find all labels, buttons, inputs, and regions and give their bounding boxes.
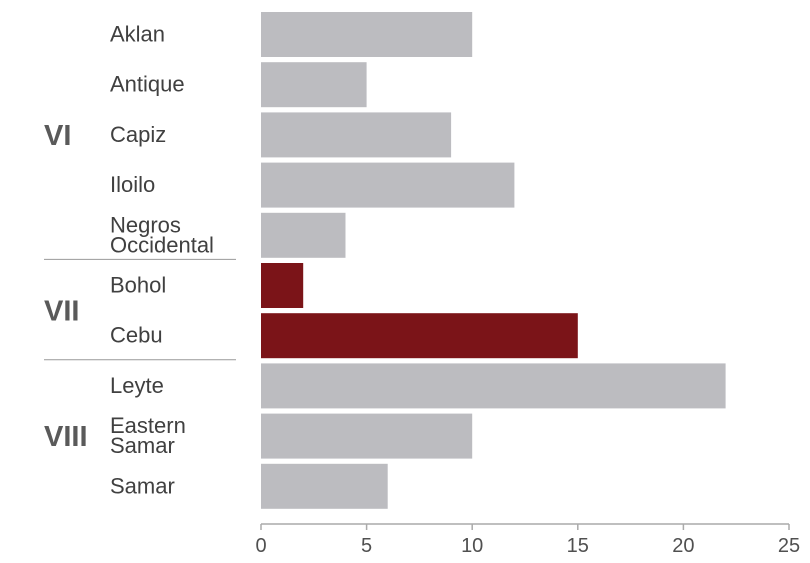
- region-label-viii: VIII: [44, 421, 88, 453]
- bar-iloilo: [261, 162, 515, 208]
- bar-leyte: [261, 363, 726, 409]
- category-label-line: Capiz: [110, 122, 166, 147]
- category-label-line: Cebu: [110, 323, 163, 348]
- bar-negros-occidental: [261, 212, 346, 258]
- bar-capiz: [261, 112, 452, 158]
- category-label-capiz: Capiz: [110, 122, 166, 147]
- bar-aklan: [261, 12, 473, 57]
- category-label-line: Occidental: [110, 232, 214, 257]
- category-label-negros-occidental: Negros Occidental: [110, 212, 214, 257]
- bar-cebu: [261, 313, 578, 359]
- category-label-line: Antique: [110, 72, 185, 97]
- x-tick-label-15: 15: [567, 535, 589, 557]
- category-label-samar: Samar: [110, 473, 175, 498]
- x-tick-label-0: 0: [255, 535, 266, 557]
- category-label-line: Eastern: [110, 413, 186, 438]
- category-label-line: Aklan: [110, 22, 165, 47]
- category-label-eastern-samar: Eastern Samar: [110, 413, 186, 458]
- category-label-line: Samar: [110, 433, 175, 458]
- category-label-line: Bohol: [110, 273, 166, 298]
- category-label-antique: Antique: [110, 72, 185, 97]
- bar-bohol: [261, 263, 304, 308]
- category-label-bohol: Bohol: [110, 273, 166, 298]
- x-tick-label-25: 25: [778, 535, 800, 557]
- bar-antique: [261, 62, 367, 108]
- category-label-cebu: Cebu: [110, 323, 163, 348]
- category-label-line: Samar: [110, 473, 175, 498]
- category-label-iloilo: Iloilo: [110, 172, 155, 197]
- bar-samar: [261, 463, 388, 509]
- category-label-line: Iloilo: [110, 172, 155, 197]
- category-label-leyte: Leyte: [110, 373, 164, 398]
- x-tick-label-20: 20: [672, 535, 694, 557]
- region-label-vi: VI: [44, 120, 71, 152]
- category-label-aklan: Aklan: [110, 22, 165, 47]
- region-label-vii: VII: [44, 296, 79, 328]
- bar-eastern-samar: [261, 413, 473, 459]
- category-label-line: Negros: [110, 212, 181, 237]
- x-tick-label-5: 5: [361, 535, 372, 557]
- category-label-line: Leyte: [110, 373, 164, 398]
- x-tick-label-10: 10: [461, 535, 483, 557]
